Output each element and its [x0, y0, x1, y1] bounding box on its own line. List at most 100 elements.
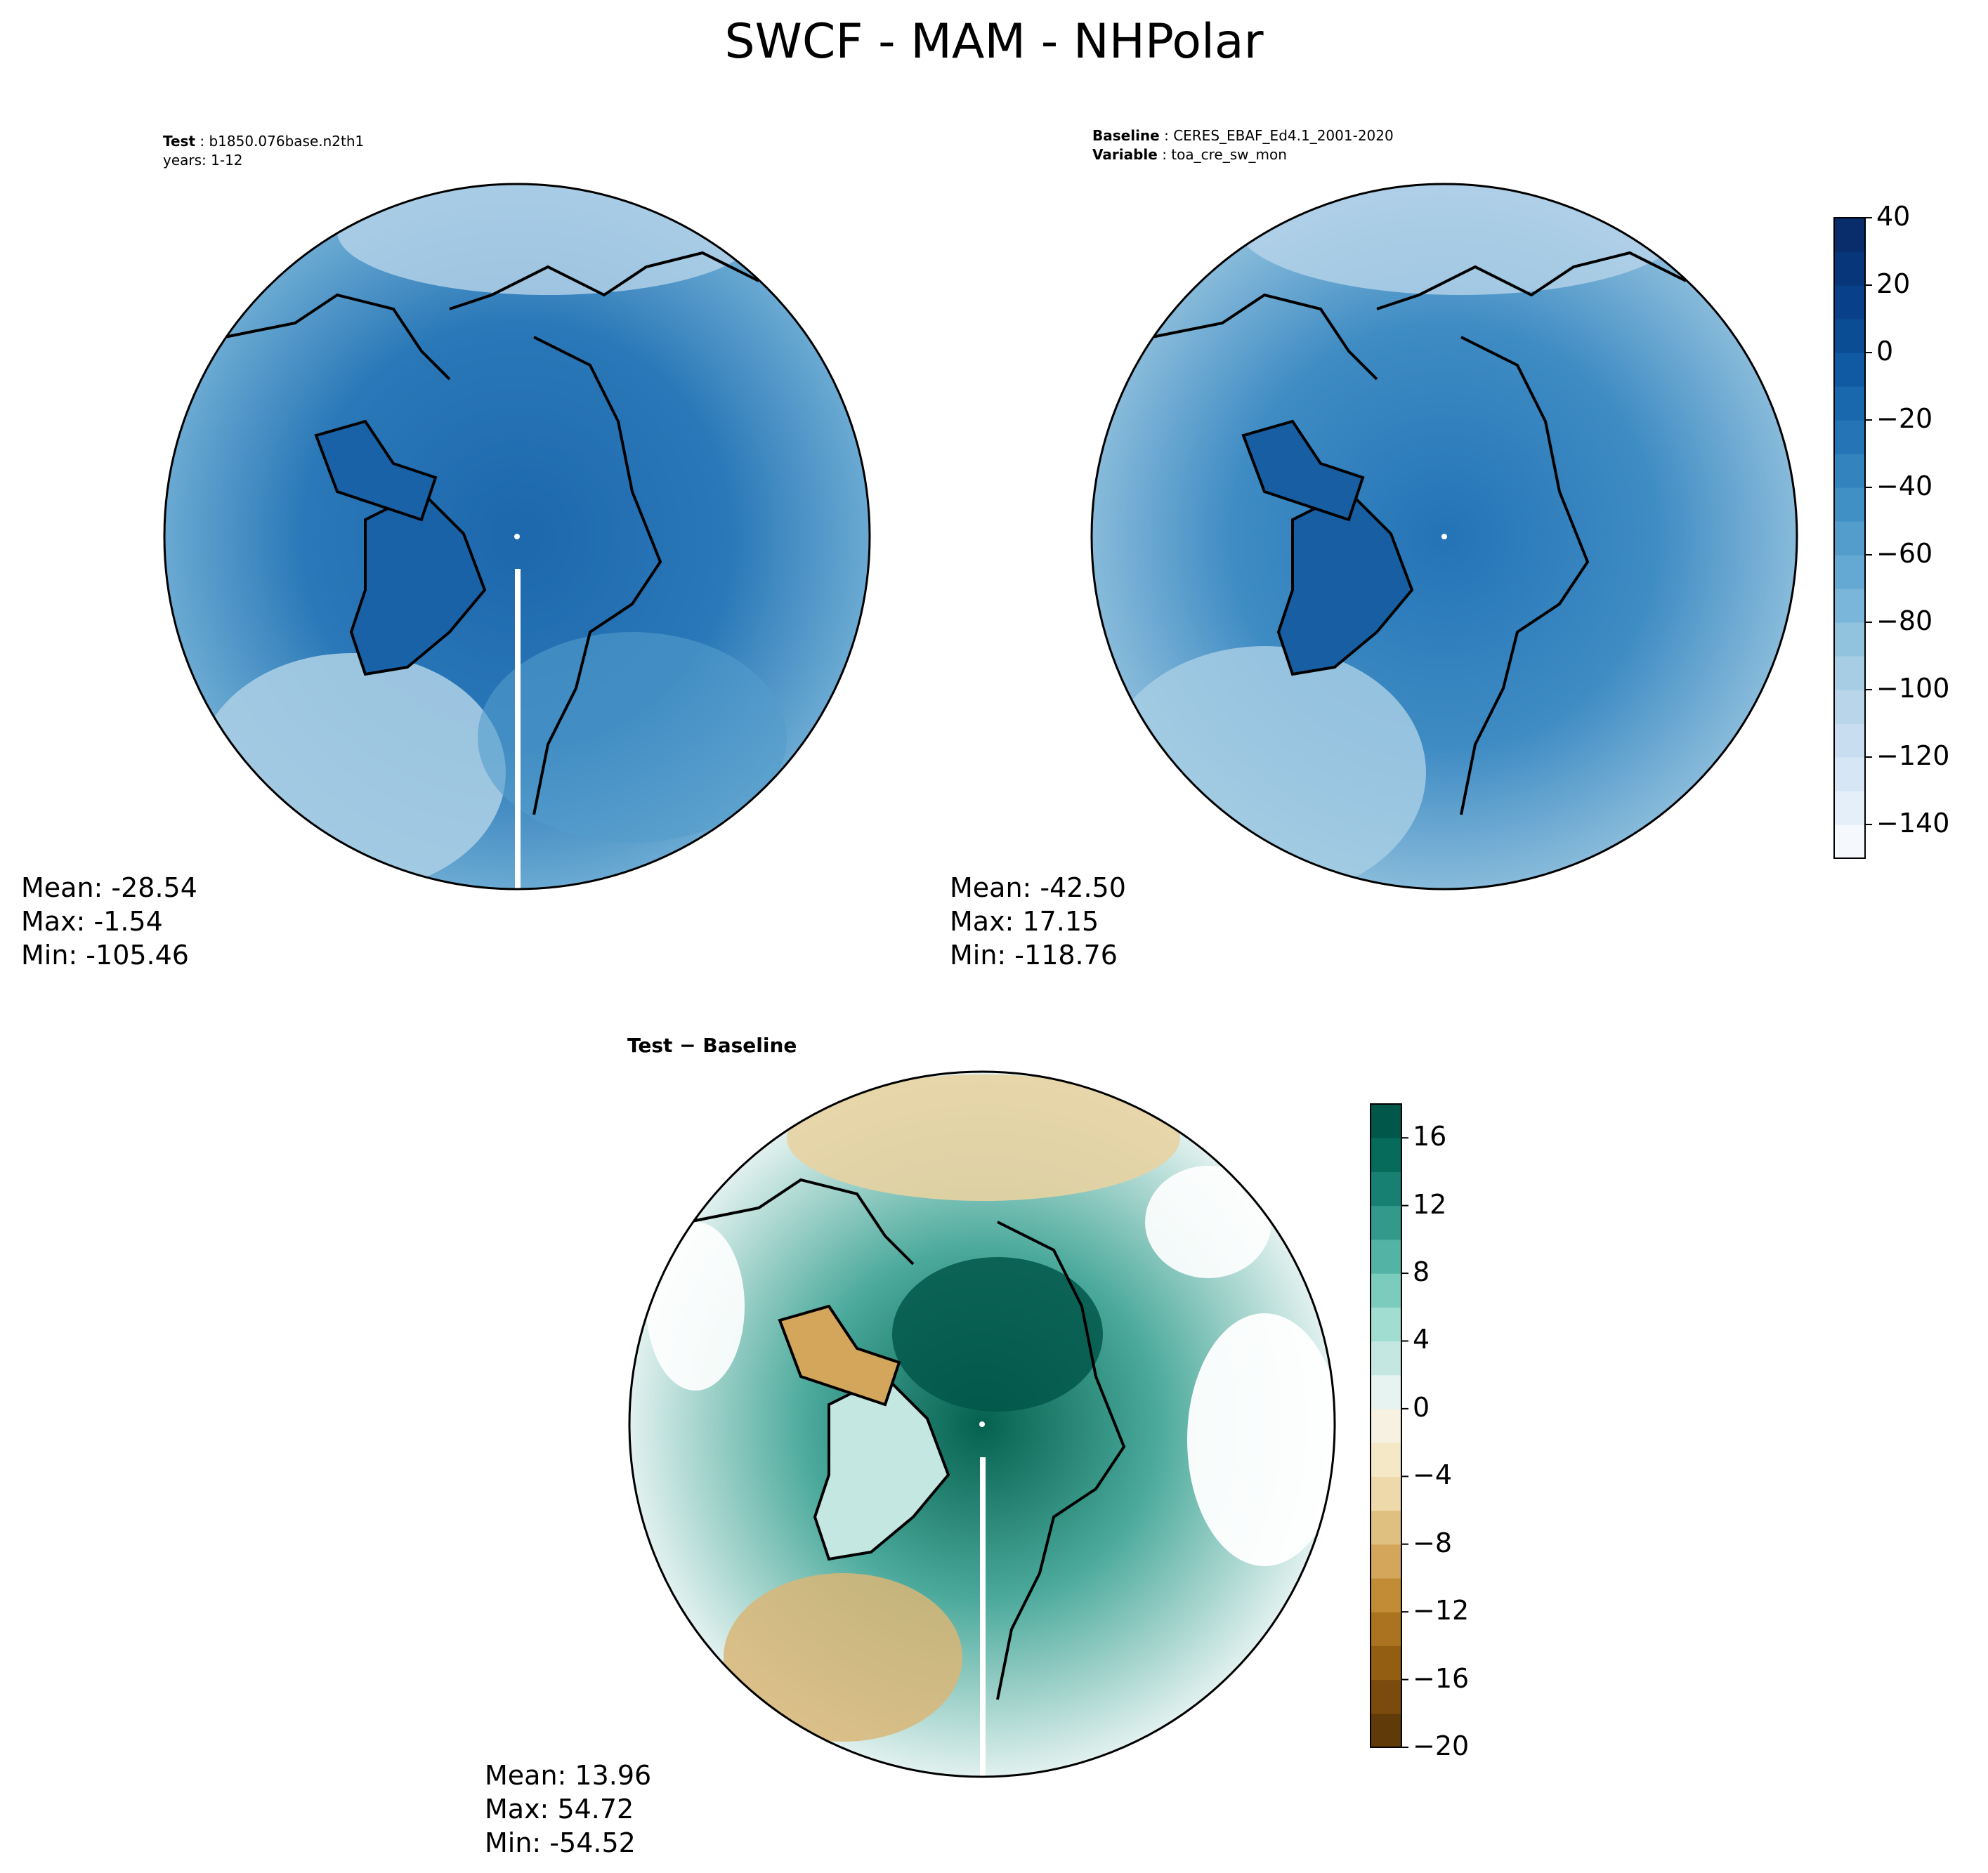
colorbar-swatch	[1371, 1138, 1401, 1173]
colorbar-tick-label: 0	[1876, 336, 1894, 367]
diff-strong-positive-center	[892, 1257, 1103, 1412]
difference-map-pole-dot	[979, 1421, 985, 1427]
difference-stats: Mean: 13.96 Max: 54.72 Min: -54.52	[485, 1759, 651, 1860]
colorbar-swatch	[1834, 622, 1865, 657]
colorbar-swatch	[1371, 1645, 1401, 1681]
colorbar-swatch	[1834, 386, 1865, 421]
test-map-light-region	[197, 653, 506, 889]
asia-coast-outline	[449, 251, 759, 310]
test-map-pole-dot	[514, 534, 520, 539]
colorbar-tick-label: −20	[1413, 1730, 1470, 1761]
colorbar-baseline	[1833, 217, 1872, 859]
colorbar-swatch	[1834, 251, 1865, 286]
diff-white-region-east	[1187, 1313, 1335, 1566]
diff-white-region-northeast	[1145, 1166, 1271, 1278]
baseline-map-pole-dot	[1441, 534, 1447, 539]
colorbar-tick-label: −16	[1413, 1662, 1470, 1694]
colorbar-frame	[1370, 1103, 1402, 1748]
colorbar-swatch	[1371, 1442, 1401, 1477]
difference-map	[628, 1070, 1336, 1778]
diff-negative-region-north	[787, 1074, 1180, 1201]
colorbar-tick-label: −60	[1876, 538, 1933, 569]
colorbar-tick-label: −120	[1876, 740, 1950, 771]
variable-header-label: Variable	[1092, 146, 1158, 163]
diff-white-region-west	[646, 1222, 745, 1391]
colorbar-swatch	[1834, 420, 1865, 454]
test-stats: Mean: -28.54 Max: -1.54 Min: -105.46	[21, 871, 197, 972]
test-header-case: b1850.076base.n2th1	[209, 133, 365, 150]
suptitle: SWCF - MAM - NHPolar	[724, 14, 1264, 70]
test-header-sep: :	[195, 133, 209, 150]
greenland-outline-diff	[813, 1374, 950, 1561]
colorbar-swatch	[1371, 1239, 1401, 1274]
colorbar-swatch	[1834, 656, 1865, 690]
colorbar-swatch	[1371, 1104, 1401, 1138]
colorbar-swatch	[1371, 1273, 1401, 1308]
test-map	[163, 183, 871, 891]
colorbar-frame	[1833, 217, 1866, 859]
test-header-years: years: 1-12	[163, 152, 243, 169]
colorbar-swatch	[1371, 1577, 1401, 1612]
baseline-map	[1090, 183, 1798, 891]
baseline-header-sep: :	[1159, 127, 1174, 144]
colorbar-swatch	[1371, 1510, 1401, 1545]
baseline-header-label: Baseline	[1092, 127, 1160, 144]
baseline-header: Baseline : CERES_EBAF_Ed4.1_2001-2020 Va…	[1092, 126, 1394, 164]
baseline-mean: Mean: -42.50	[950, 872, 1126, 903]
colorbar-swatch	[1371, 1341, 1401, 1376]
colorbar-tick-label: 16	[1413, 1121, 1447, 1152]
test-max: Max: -1.54	[21, 906, 163, 937]
test-map-mid-region	[478, 632, 787, 843]
archipelago-outline	[314, 419, 438, 522]
archipelago-outline-diff	[778, 1304, 901, 1407]
colorbar-tick-label: −140	[1876, 808, 1950, 839]
colorbar-tick-label: 40	[1876, 201, 1911, 232]
colorbar-swatch	[1834, 319, 1865, 353]
colorbar-swatch	[1834, 757, 1865, 791]
baseline-max: Max: 17.15	[950, 906, 1099, 937]
colorbar-swatch	[1371, 1612, 1401, 1646]
colorbar-swatch	[1834, 791, 1865, 825]
test-header: Test : b1850.076base.n2th1 years: 1-12	[163, 132, 364, 170]
america-coast-outline-baseline	[1151, 293, 1378, 381]
colorbar-tick-label: −4	[1413, 1459, 1453, 1491]
difference-mean: Mean: 13.96	[485, 1760, 652, 1791]
colorbar-difference	[1370, 1103, 1408, 1748]
eurasia-coast-outline	[532, 336, 662, 815]
colorbar-swatch	[1834, 285, 1865, 320]
baseline-map-border	[1090, 183, 1798, 891]
colorbar-swatch	[1834, 487, 1865, 522]
colorbar-swatch	[1834, 690, 1865, 724]
colorbar-swatch	[1371, 1713, 1401, 1748]
test-mean: Mean: -28.54	[21, 872, 197, 903]
variable-header-sep: :	[1157, 146, 1172, 163]
colorbar-swatch	[1834, 555, 1865, 589]
colorbar-swatch	[1371, 1679, 1401, 1714]
america-coast-outline	[224, 293, 451, 381]
america-coast-outline-diff	[688, 1178, 915, 1266]
difference-map-seam	[980, 1457, 986, 1777]
colorbar-swatch	[1834, 454, 1865, 488]
colorbar-swatch	[1371, 1476, 1401, 1511]
greenland-outline	[349, 489, 487, 676]
colorbar-swatch	[1371, 1307, 1401, 1342]
difference-map-border	[628, 1070, 1336, 1778]
colorbar-swatch	[1371, 1408, 1401, 1443]
colorbar-swatch	[1371, 1205, 1401, 1240]
colorbar-swatch	[1834, 218, 1865, 252]
difference-min: Min: -54.52	[485, 1827, 636, 1858]
colorbar-tick-label: −100	[1876, 673, 1950, 704]
archipelago-outline-baseline	[1241, 419, 1365, 522]
baseline-header-dataset: CERES_EBAF_Ed4.1_2001-2020	[1173, 127, 1394, 144]
test-map-border	[163, 183, 871, 891]
baseline-min: Min: -118.76	[950, 940, 1118, 971]
colorbar-tick-label: −40	[1876, 471, 1933, 501]
colorbar-tick-label: 20	[1876, 268, 1911, 299]
colorbar-tick-label: −8	[1413, 1527, 1453, 1558]
colorbar-tick-label: 4	[1413, 1324, 1430, 1355]
difference-max: Max: 54.72	[485, 1794, 634, 1825]
colorbar-tick-label: −80	[1876, 605, 1933, 636]
asia-coast-outline-baseline	[1376, 251, 1687, 310]
test-map-seam	[515, 569, 521, 889]
